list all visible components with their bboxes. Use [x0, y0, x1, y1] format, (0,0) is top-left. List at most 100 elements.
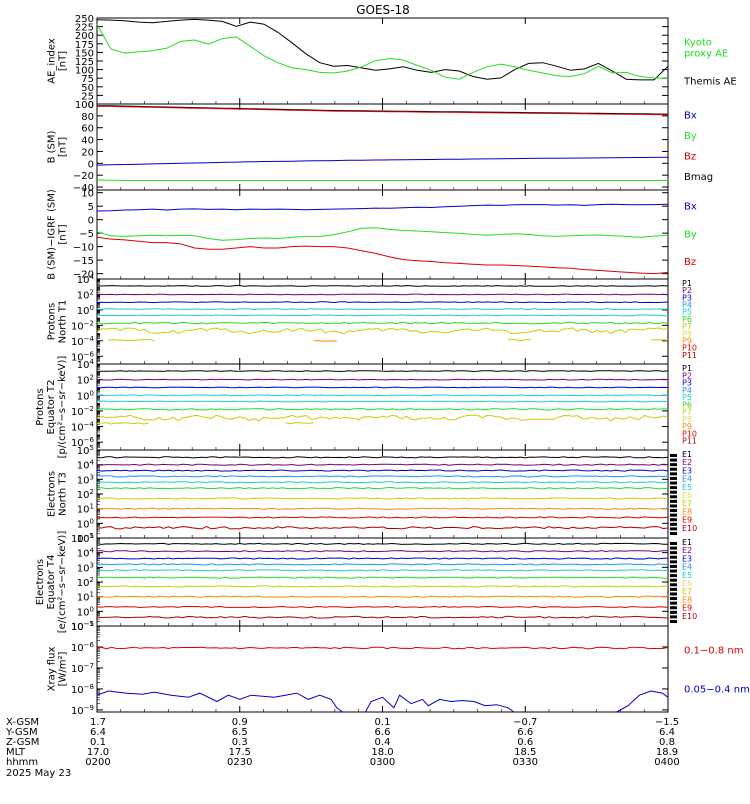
- legend-entry: P11: [682, 437, 697, 446]
- series-line-e2: [96, 463, 669, 466]
- legend-entry: P8: [682, 415, 692, 424]
- y-tick-label: −20: [73, 270, 94, 281]
- series-line-p2: [97, 378, 669, 381]
- legend-entry: E4: [682, 475, 692, 484]
- channel-marker: [670, 495, 677, 499]
- footer-value: 0330: [513, 757, 538, 768]
- legend-entry: E10: [682, 612, 697, 621]
- series-line-p5: [96, 314, 669, 317]
- y-axis-label: [nT]: [58, 51, 69, 71]
- series-line-e10: [96, 615, 669, 619]
- footer-ephemeris: X-GSM 1.7 0.9 0.1 −0.7 −1.5 Y-GSM 6.4 6.5 6.6 6.6 6…: [5, 717, 680, 779]
- footer-row-label: MLT: [6, 747, 26, 758]
- legend-entry: E5: [682, 483, 692, 492]
- channel-marker: [670, 546, 677, 550]
- legend-entry: P10: [682, 429, 697, 438]
- legend-entry: Bx: [684, 110, 697, 121]
- footer-row-label: X-GSM: [6, 717, 39, 728]
- series-line-kyoto-proxy-ae: [96, 23, 669, 80]
- y-tick-label: 5: [88, 202, 94, 213]
- panel-frame: [96, 103, 669, 191]
- channel-marker: [670, 472, 677, 476]
- y-axis-label: Electrons: [35, 559, 46, 605]
- legend-entry: E7: [682, 499, 692, 508]
- footer-row-label: hhmm: [6, 757, 38, 768]
- y-axis-label: Equator T4: [46, 555, 57, 610]
- y-tick-label: 40: [81, 136, 94, 147]
- series-line-e4: [96, 563, 668, 566]
- y-tick-label: 101: [77, 503, 94, 516]
- legend-entry: 0.05−0.4 nm: [684, 684, 750, 695]
- series-line-e9: [96, 516, 669, 519]
- y-tick-label: 10−1: [71, 532, 94, 545]
- footer-value: 0.1: [90, 737, 106, 748]
- legend-entry: E6: [682, 579, 692, 588]
- legend-entry: E5: [682, 571, 692, 580]
- series-line-e6: [96, 487, 669, 490]
- series-line-p7: [96, 327, 669, 335]
- channel-marker: [670, 620, 677, 623]
- legend-entry: P5: [682, 393, 692, 402]
- legend-entry: P5: [682, 308, 692, 317]
- y-axis-label: Xray flux: [47, 647, 58, 692]
- series-line-p9: [313, 340, 337, 342]
- series-line-p8: [108, 338, 669, 342]
- series-line-by: [96, 179, 668, 181]
- series-line-p3: [96, 301, 669, 304]
- legend-entry: By: [684, 229, 697, 240]
- series-line-p1: [96, 370, 669, 372]
- series-line-0-05-0-4-nm-b: [364, 694, 515, 713]
- legend-entry: P10: [682, 344, 697, 353]
- legend-entry: P4: [682, 386, 692, 395]
- channel-marker: [670, 587, 677, 591]
- y-tick-label: 25: [81, 91, 94, 102]
- panel-frame: [96, 625, 669, 713]
- y-tick-label: 150: [75, 48, 94, 59]
- y-tick-label: 100: [77, 605, 94, 618]
- legend-entry: E9: [682, 604, 692, 613]
- legend-entry: P9: [682, 336, 692, 345]
- legend-entry: Bx: [684, 201, 697, 212]
- channel-marker: [670, 542, 677, 545]
- series-line-themis-ae: [96, 18, 669, 81]
- legend-entry: E2: [682, 546, 692, 555]
- legend-entry: E3: [682, 554, 692, 563]
- series-line-e2: [96, 550, 669, 553]
- footer-value: 0200: [85, 757, 110, 768]
- channel-marker: [670, 467, 677, 471]
- footer-value: −0.7: [513, 717, 537, 728]
- footer-value: 0230: [227, 757, 252, 768]
- legend-entry: Kyoto proxy AE: [684, 37, 728, 59]
- channel-marker: [670, 615, 677, 619]
- panel-frame: [96, 189, 669, 280]
- panel-xray: 10−9 10−8 10−7 10−6 10−5 Xray flux [W/m²] 0.1−0…: [47, 620, 750, 717]
- y-tick-label: −15: [73, 256, 94, 267]
- channel-marker: [670, 574, 677, 578]
- channel-marker: [670, 532, 677, 535]
- legend-entry: P6: [682, 400, 692, 409]
- panel-protN: 10−6 10−4 10−2 100 102 104 Protons North T1 P1P2…: [47, 273, 697, 365]
- legend-entry: E10: [682, 524, 697, 533]
- footer-value: 6.4: [90, 727, 106, 738]
- channel-marker: [670, 592, 677, 596]
- legend-entry: P2: [682, 286, 692, 295]
- series-line-e5: [96, 569, 668, 572]
- footer-value: 0.9: [232, 717, 248, 728]
- y-tick-label: 102: [77, 374, 94, 387]
- channel-marker: [670, 560, 677, 564]
- series-line-e7: [96, 585, 669, 588]
- y-tick-label: 125: [75, 57, 94, 68]
- series-line-e5: [96, 481, 669, 484]
- y-tick-label: 10−7: [71, 662, 94, 675]
- y-tick-label: −40: [73, 183, 94, 194]
- legend-entry: Bmag: [684, 172, 713, 183]
- channel-marker: [670, 569, 677, 573]
- panel-frame: [96, 363, 669, 451]
- footer-value: 6.4: [659, 727, 675, 738]
- series-line-p4: [96, 308, 669, 311]
- footer-value: 6.6: [375, 727, 391, 738]
- series-line-e9: [96, 605, 669, 609]
- y-tick-label: 100: [75, 66, 94, 77]
- channel-marker: [670, 551, 677, 555]
